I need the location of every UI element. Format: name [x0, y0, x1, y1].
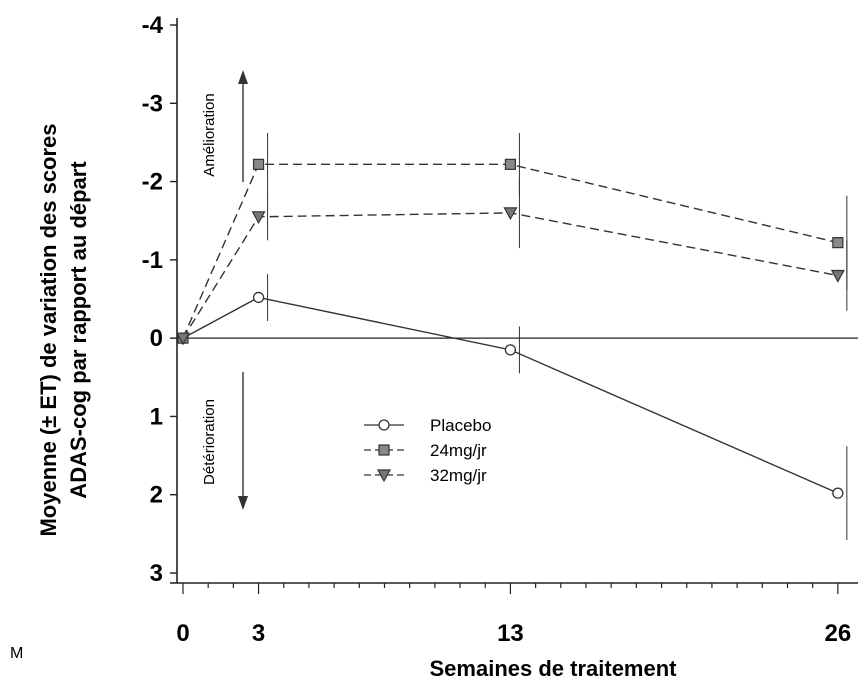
series-layer: [175, 133, 848, 541]
data-point: [832, 487, 844, 499]
y-axis-title: Moyenne (± ET) de variation des scores A…: [36, 123, 91, 536]
data-point: [503, 207, 518, 221]
data-point: [830, 269, 845, 283]
data-point: [252, 158, 265, 170]
improvement-label: Amélioration: [201, 93, 218, 176]
series-24mg-jr: [177, 133, 848, 344]
data-point: [175, 332, 191, 346]
y-axis-title-line-2: ADAS-cog par rapport au départ: [66, 161, 91, 499]
y-tick-label: -1: [142, 247, 163, 274]
legend-marker: [378, 419, 390, 431]
series-placebo: [177, 273, 848, 541]
x-tick-label: 0: [176, 620, 189, 647]
legend-label: 32mg/jr: [430, 466, 487, 485]
x-tick-label: 26: [824, 620, 851, 647]
y-tick-label: -3: [142, 90, 163, 117]
legend-label: Placebo: [430, 416, 491, 435]
data-point: [251, 211, 266, 225]
series-line: [182, 296, 839, 494]
data-point: [504, 344, 517, 356]
y-tick-labels: -4 -3 -2 -1 0 1 2 3: [142, 12, 164, 587]
legend-label: 24mg/jr: [430, 441, 487, 460]
legend: Placebo 24mg/jr 32mg/jr: [356, 408, 534, 498]
series-32mg-jr: [175, 177, 848, 346]
deterioration-arrow-head: [238, 496, 248, 510]
x-axis-title: Semaines de traitement: [430, 656, 678, 681]
stray-mark: M: [10, 645, 23, 662]
x-tick-label: 13: [497, 620, 524, 647]
y-axis-title-line-1: Moyenne (± ET) de variation des scores: [36, 123, 61, 536]
series-line: [182, 163, 839, 339]
y-tick-label: 3: [150, 560, 163, 587]
x-tick-label: 3: [252, 620, 265, 647]
x-tick-labels: 0 3 13 26: [176, 620, 851, 647]
data-point: [504, 158, 517, 170]
data-point: [832, 237, 844, 249]
legend-marker: [376, 469, 392, 483]
y-tick-label: -2: [142, 169, 163, 196]
legend-item: 24mg/jr: [364, 441, 487, 460]
data-point: [252, 291, 265, 304]
y-tick-label: 0: [150, 325, 163, 352]
legend-item: Placebo: [364, 416, 491, 435]
axes: [170, 18, 858, 594]
improvement-arrow-head: [238, 70, 248, 84]
deterioration-label: Détérioration: [201, 399, 218, 485]
direction-annotations: Amélioration Détérioration: [201, 70, 248, 510]
y-tick-label: -4: [142, 12, 164, 39]
y-tick-label: 2: [150, 482, 163, 509]
legend-item: 32mg/jr: [364, 466, 487, 485]
legend-marker: [378, 444, 390, 456]
series-line: [182, 212, 838, 339]
y-tick-label: 1: [150, 403, 163, 430]
